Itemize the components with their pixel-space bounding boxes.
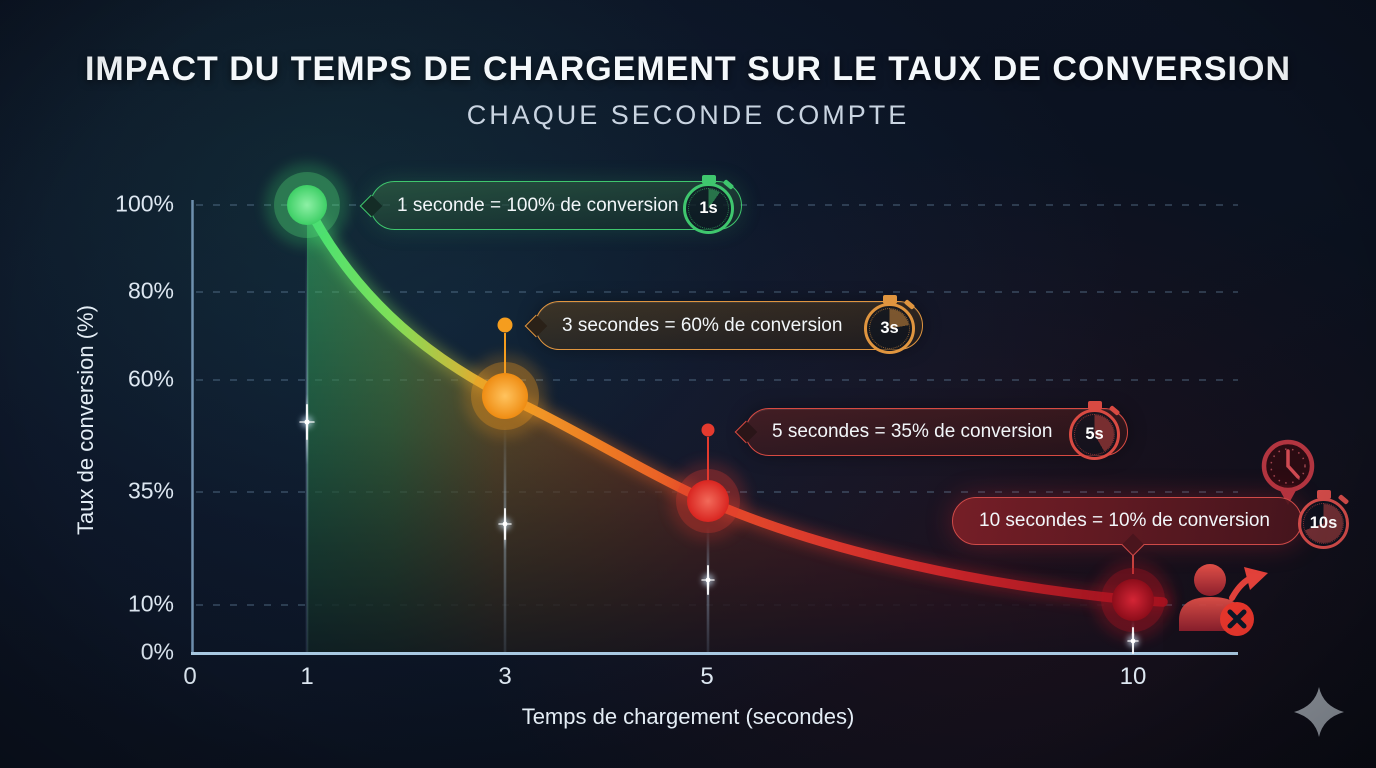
annotation-text: 3 secondes = 60% de conversion: [562, 314, 843, 336]
stopwatch-label: 3s: [880, 318, 899, 337]
stopwatch-wedge: [689, 188, 728, 228]
lost-user-icon: [1179, 564, 1268, 636]
annotation-text: 10 secondes = 10% de conversion: [979, 510, 1271, 531]
stopwatch-wedge: [870, 308, 909, 348]
y-tick-80: 80%: [127, 277, 174, 304]
stopwatch-icon: 3s: [864, 294, 916, 357]
annotation-1s: 1 seconde = 100% de conversion 1s: [359, 174, 742, 234]
x-tick-5: 5: [700, 663, 714, 690]
stopwatch-icon: 10s: [1298, 490, 1350, 552]
annotation-3s: 3 secondes = 60% de conversion 3s: [524, 294, 923, 354]
x-tick-0: 0: [183, 663, 197, 690]
data-point-5s: [668, 461, 748, 541]
stopwatch-wedge: [1075, 415, 1114, 454]
annotation-text: 5 secondes = 35% de conversion: [772, 421, 1053, 442]
y-tick-0: 0%: [140, 638, 174, 665]
stopwatch-face: 3s: [864, 302, 915, 354]
annotation-text: 1 seconde = 100% de conversion: [397, 194, 679, 216]
annotation-10s: 10 secondes = 10% de conversion 10s: [952, 490, 1350, 556]
stopwatch-icon: 5s: [1069, 401, 1121, 463]
stopwatch-face: 5s: [1069, 409, 1120, 460]
bounce-arrow-icon: [1229, 576, 1252, 601]
page-title: IMPACT DU TEMPS DE CHARGEMENT SUR LE TAU…: [84, 50, 1292, 88]
page-subtitle: CHAQUE SECONDE COMPTE: [466, 100, 910, 130]
x-axis-title: Temps de chargement (secondes): [521, 704, 855, 729]
y-axis-title: Taux de conversion (%): [73, 305, 98, 535]
stopwatch-label: 10s: [1309, 514, 1338, 532]
y-tick-10: 10%: [127, 590, 174, 617]
x-tick-10: 10: [1119, 663, 1147, 690]
stopwatch-label: 5s: [1085, 425, 1104, 443]
x-tick-1: 1: [300, 663, 314, 690]
data-point-1s: [265, 163, 349, 247]
data-point-3s: [463, 354, 547, 438]
annotation-5s: 5 secondes = 35% de conversion 5s: [734, 401, 1128, 460]
y-tick-100: 100%: [115, 190, 174, 217]
stopwatch-face: 10s: [1298, 498, 1349, 549]
x-tick-3: 3: [498, 663, 512, 690]
stopwatch-wedge: [1304, 504, 1343, 543]
stopwatch-face: 1s: [683, 182, 734, 234]
x-badge-icon: [1220, 602, 1254, 636]
stopwatch-label: 1s: [699, 198, 718, 217]
stopwatch-icon: 1s: [683, 174, 735, 237]
